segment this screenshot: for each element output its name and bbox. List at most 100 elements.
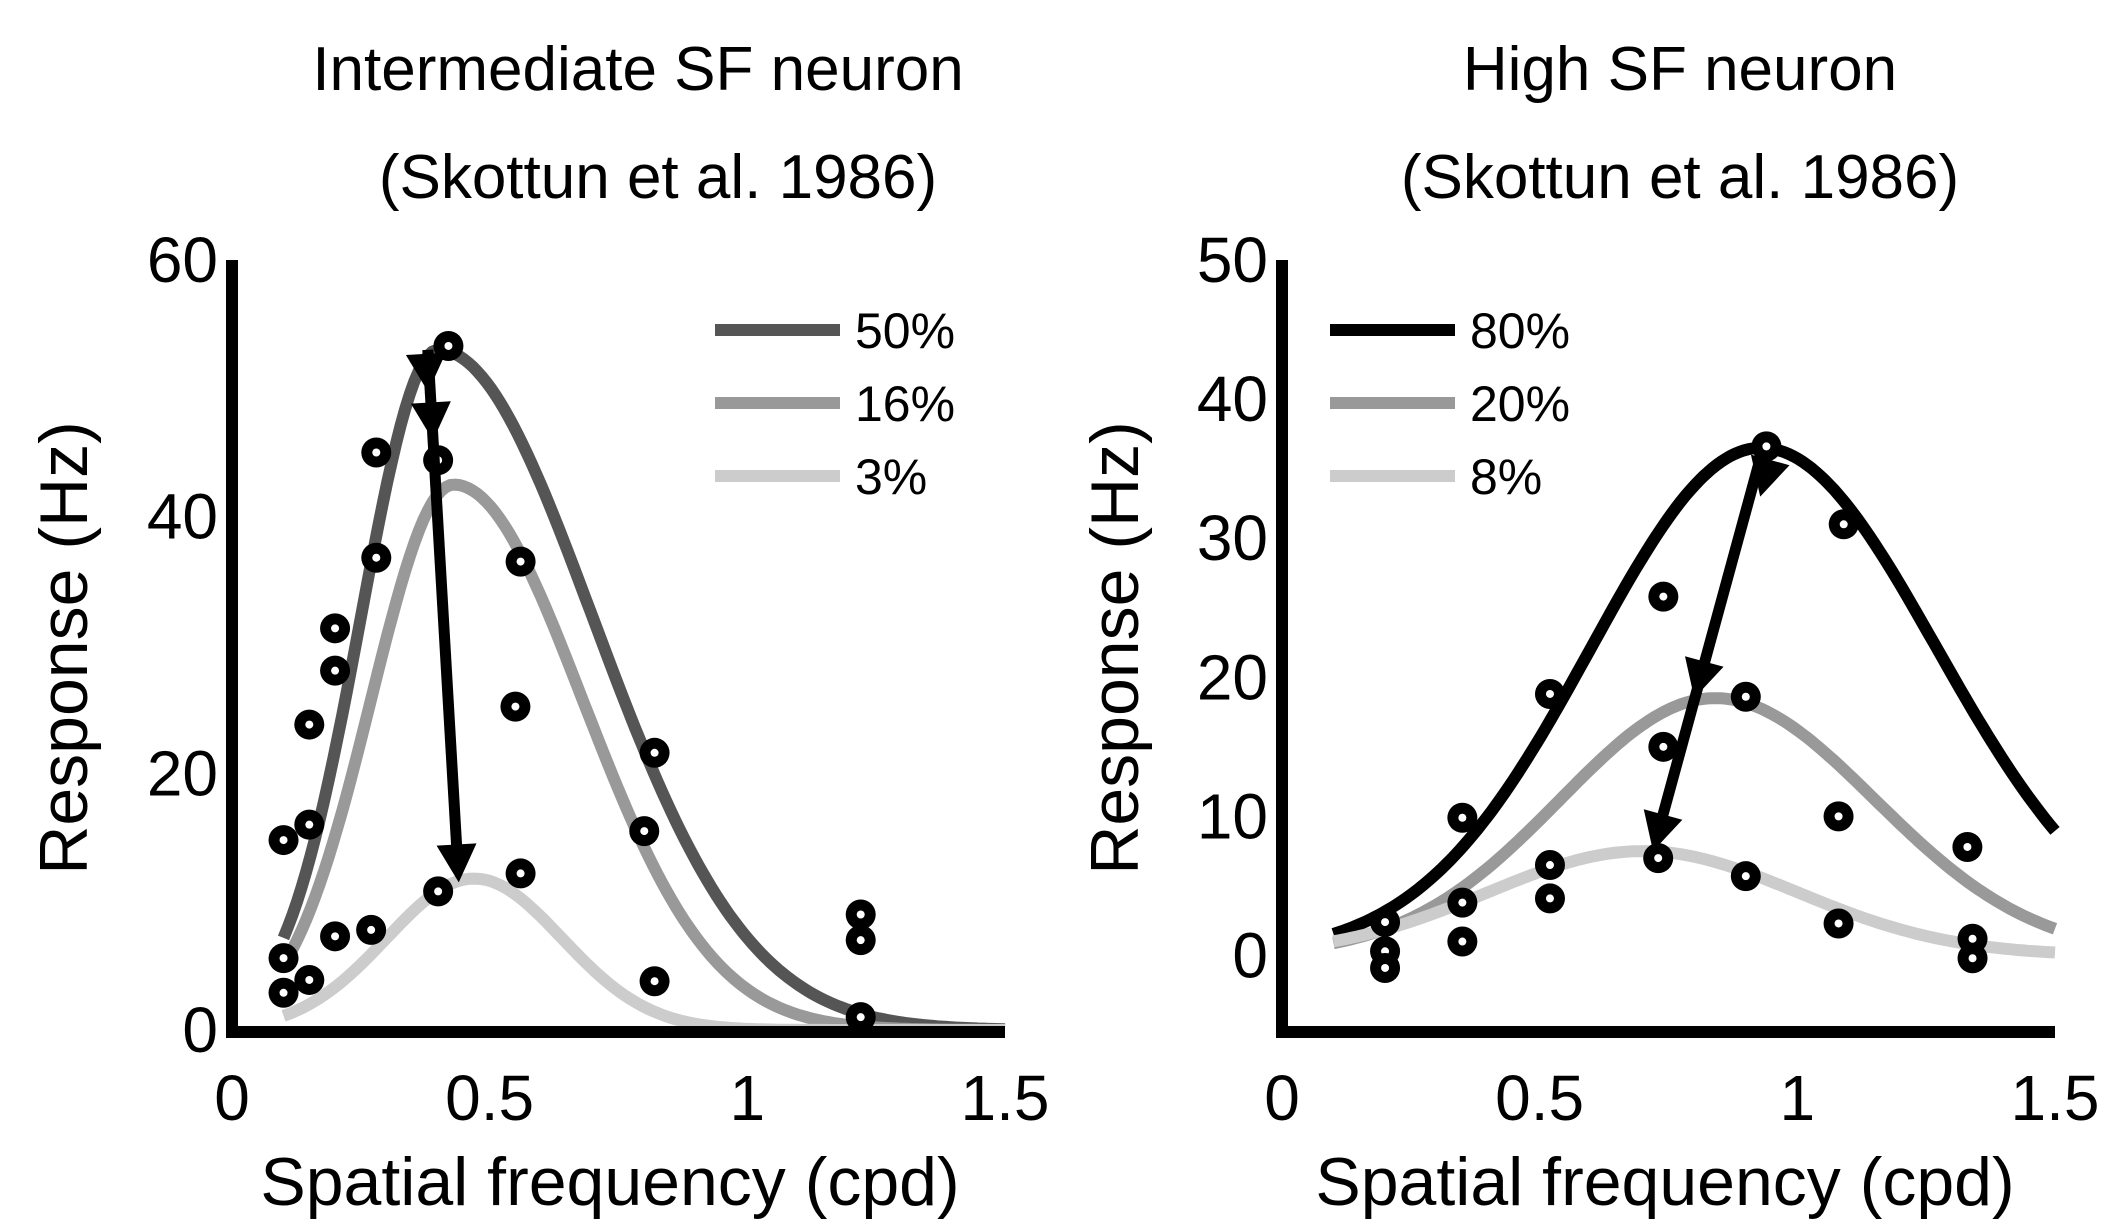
data-point-center (372, 553, 381, 562)
data-point (1730, 681, 1761, 712)
data-point (1447, 887, 1478, 918)
legend-label: 8% (1470, 449, 1542, 505)
data-point (505, 858, 536, 889)
tick-labels: 0 20 40 60 0 0.5 1 1.5 (147, 224, 1050, 1134)
data-point-center (305, 975, 314, 984)
legend-label: 50% (855, 303, 955, 359)
data-point (268, 977, 299, 1008)
y-tick-label: 40 (147, 481, 218, 553)
data-point (1534, 883, 1565, 914)
chart-panel-high-sf: High SF neuron (Skottun et al. 1986) Spa… (1077, 35, 2099, 1220)
x-axis-label: Spatial frequency (cpd) (1315, 1144, 2014, 1220)
y-tick-label: 20 (147, 737, 218, 809)
y-axis-label: Response (Hz) (26, 421, 102, 875)
y-axis-label: Response (Hz) (1077, 421, 1153, 875)
y-tick-label: 60 (147, 224, 218, 296)
y-tick-label: 10 (1197, 780, 1268, 852)
tick-labels: 0 10 20 30 40 50 0 0.5 1 1.5 (1197, 224, 2100, 1134)
data-point (629, 816, 660, 847)
x-tick-label: 0.5 (1495, 1062, 1584, 1134)
data-point (320, 921, 351, 952)
x-tick-label: 1 (730, 1062, 766, 1134)
data-point (505, 546, 536, 577)
data-point (1447, 802, 1478, 833)
y-tick-label: 0 (1232, 919, 1268, 991)
data-point-center (1968, 954, 1977, 963)
x-tick-label: 1 (1780, 1062, 1816, 1134)
x-tick-label: 0.5 (445, 1062, 534, 1134)
data-point-center (856, 936, 865, 945)
x-tick-label: 0 (214, 1062, 250, 1134)
data-point (423, 876, 454, 907)
data-point (1730, 861, 1761, 892)
data-point-center (305, 820, 314, 829)
legend-label: 3% (855, 449, 927, 505)
arrow-head-end (436, 843, 477, 883)
x-axis-label: Spatial frequency (cpd) (260, 1144, 959, 1220)
data-point-center (1741, 692, 1750, 701)
data-point (845, 899, 876, 930)
chart-title: High SF neuron (1463, 35, 1897, 104)
data-point-center (305, 720, 314, 729)
data-point-center (511, 702, 520, 711)
data-point (639, 737, 670, 768)
data-point-center (1545, 689, 1554, 698)
legend-label: 20% (1470, 376, 1570, 432)
data-point-center (1968, 934, 1977, 943)
x-tick-label: 1.5 (961, 1062, 1050, 1134)
legend-label: 16% (855, 376, 955, 432)
data-point (1828, 509, 1859, 540)
data-point (1643, 843, 1674, 874)
data-point-center (1834, 812, 1843, 821)
data-point (1370, 907, 1401, 938)
data-point (1648, 731, 1679, 762)
data-point-center (1545, 894, 1554, 903)
y-tick-label: 30 (1197, 502, 1268, 574)
data-point-center (1659, 592, 1668, 601)
data-point-center (1762, 442, 1771, 451)
data-point (1952, 831, 1983, 862)
data-point-center (1458, 937, 1467, 946)
data-point (356, 914, 387, 945)
chart-subtitle: (Skottun et al. 1986) (1401, 143, 1959, 212)
data-point-center (331, 624, 340, 633)
shift-arrow (1643, 453, 1790, 852)
data-point (294, 709, 325, 740)
data-point-center (1458, 813, 1467, 822)
data-point-center (434, 887, 443, 896)
x-tick-label: 0 (1264, 1062, 1300, 1134)
data-point-center (516, 557, 525, 566)
data-point (845, 925, 876, 956)
data-point (1370, 952, 1401, 983)
series-curve (281, 872, 1005, 1036)
legend-label: 80% (1470, 303, 1570, 359)
data-point-center (1381, 963, 1390, 972)
data-points (1370, 431, 1988, 983)
legend: 50% 16% 3% (715, 303, 955, 505)
data-point-center (444, 341, 453, 350)
data-point (845, 1002, 876, 1033)
data-point-center (1741, 872, 1750, 881)
axes (226, 260, 1005, 1038)
arrow-shaft (1655, 453, 1767, 824)
data-point-center (1545, 861, 1554, 870)
data-point (361, 542, 392, 573)
data-point-center (1654, 854, 1663, 863)
data-point (1534, 678, 1565, 709)
data-point (639, 966, 670, 997)
data-point (268, 825, 299, 856)
y-tick-label: 50 (1197, 224, 1268, 296)
data-point (1534, 850, 1565, 881)
shift-arrow (405, 349, 477, 883)
data-point (1823, 801, 1854, 832)
chart-title: Intermediate SF neuron (312, 35, 963, 104)
data-point-center (1458, 898, 1467, 907)
y-tick-label: 20 (1197, 641, 1268, 713)
data-point-center (516, 869, 525, 878)
data-point (500, 691, 531, 722)
data-point-center (856, 910, 865, 919)
data-point-center (1963, 842, 1972, 851)
data-point (268, 943, 299, 974)
arrow-head-start (1750, 454, 1790, 497)
